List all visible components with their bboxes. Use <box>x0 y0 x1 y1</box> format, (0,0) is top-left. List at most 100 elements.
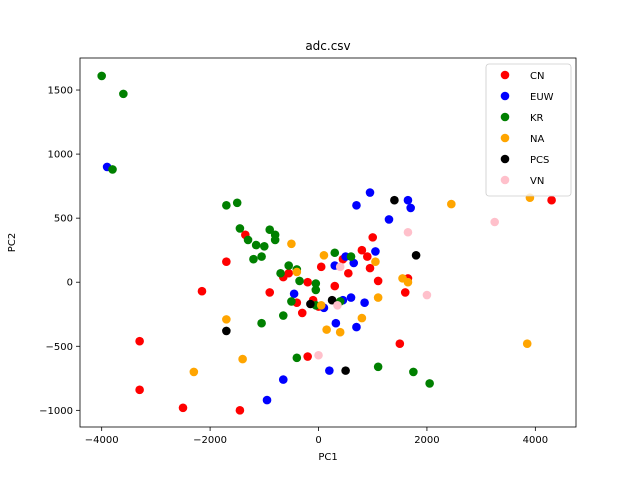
data-point <box>289 289 299 299</box>
data-point <box>333 300 342 310</box>
data-point <box>447 199 456 209</box>
data-point <box>295 276 304 286</box>
data-point <box>360 298 369 308</box>
data-point <box>222 201 231 210</box>
data-point <box>260 242 269 251</box>
data-point <box>344 268 353 278</box>
data-point <box>119 89 128 99</box>
data-point <box>278 375 288 384</box>
data-point <box>284 261 293 270</box>
data-point <box>373 293 383 302</box>
data-point <box>311 285 321 295</box>
data-point <box>522 339 532 349</box>
legend-marker <box>500 112 510 122</box>
data-point <box>390 195 399 205</box>
legend-label: CN <box>530 71 544 82</box>
series-pcs <box>222 195 421 375</box>
data-point <box>303 352 312 361</box>
data-point <box>365 188 375 197</box>
chart-title: adc.csv <box>305 39 350 53</box>
y-tick-label: 0 <box>67 278 73 289</box>
x-axis-label: PC1 <box>318 452 337 463</box>
data-point <box>108 165 117 174</box>
data-point <box>135 336 144 346</box>
data-point <box>547 195 556 205</box>
data-point <box>352 322 361 332</box>
legend-label: PCS <box>530 155 549 166</box>
data-point <box>257 318 266 328</box>
data-point <box>222 326 231 336</box>
data-point <box>311 279 321 288</box>
data-point <box>363 252 372 261</box>
data-point <box>297 308 307 318</box>
data-point <box>357 245 367 255</box>
data-point <box>352 201 361 210</box>
data-point <box>335 262 345 272</box>
data-point <box>265 288 275 297</box>
data-point <box>316 262 326 272</box>
data-point <box>284 268 293 278</box>
data-point <box>384 215 394 224</box>
plot-frame <box>79 57 577 428</box>
data-point <box>327 295 337 305</box>
legend-marker <box>500 133 510 143</box>
data-point <box>335 327 345 337</box>
data-point <box>178 403 188 413</box>
data-point <box>257 252 266 261</box>
data-point <box>314 350 323 360</box>
data-point <box>330 281 340 291</box>
data-point <box>371 257 380 267</box>
data-point <box>292 267 302 277</box>
data-point <box>490 217 499 227</box>
points-layer <box>97 71 556 415</box>
data-point <box>322 325 331 334</box>
data-point <box>346 252 356 261</box>
x-tick-label: −2000 <box>193 435 227 446</box>
data-point <box>403 227 413 237</box>
legend-label: VN <box>530 176 544 187</box>
data-point <box>357 313 367 323</box>
x-tick-label: −4000 <box>85 435 119 446</box>
data-point <box>325 366 334 375</box>
data-point <box>422 290 432 300</box>
data-point <box>425 379 434 388</box>
data-point <box>265 225 275 234</box>
data-point <box>331 318 341 328</box>
series-na <box>189 193 535 377</box>
data-point <box>330 248 340 258</box>
legend-box <box>485 63 572 197</box>
data-point <box>189 367 199 377</box>
legend-marker <box>500 70 510 80</box>
data-point <box>287 297 296 306</box>
data-point <box>235 406 245 415</box>
data-point <box>278 311 288 320</box>
y-tick-label: −500 <box>46 342 73 353</box>
data-point <box>238 354 247 364</box>
y-tick-label: 500 <box>54 214 73 225</box>
data-point <box>232 198 242 208</box>
data-point <box>292 353 302 363</box>
series-kr <box>97 71 434 388</box>
legend: CN EUW KR NA PCS VN <box>485 63 572 197</box>
data-point <box>270 230 280 240</box>
data-point <box>403 277 413 287</box>
data-point <box>243 235 253 245</box>
data-point <box>403 195 413 205</box>
data-point <box>341 366 350 375</box>
data-point <box>373 362 383 372</box>
data-point <box>197 286 207 296</box>
data-point <box>306 299 315 309</box>
data-point <box>371 247 380 256</box>
data-point <box>222 315 231 324</box>
data-point <box>395 339 405 349</box>
series-cn <box>135 195 556 415</box>
legend-label: KR <box>530 113 544 124</box>
data-point <box>406 203 415 213</box>
series-vn <box>314 217 499 360</box>
data-point <box>97 71 106 81</box>
data-point <box>276 268 285 278</box>
data-point <box>400 288 410 297</box>
data-point <box>319 251 329 260</box>
data-point <box>346 293 356 302</box>
data-point <box>262 395 272 405</box>
